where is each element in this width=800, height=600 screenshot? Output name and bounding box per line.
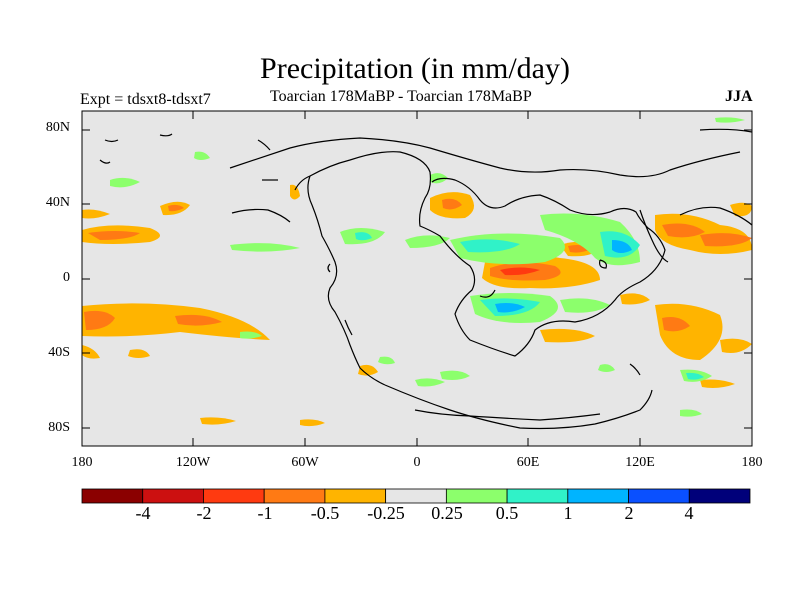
colorbar-label: -0.5: [310, 503, 340, 523]
x-tick-label: 60E: [516, 455, 540, 470]
colorbar-label: -2: [196, 503, 212, 523]
colorbar-box: [688, 488, 751, 504]
colorbar-box: [506, 488, 569, 504]
colorbar-box: [445, 488, 508, 504]
x-ticks: [192, 111, 641, 446]
colorbar-label: -4: [135, 503, 151, 523]
colorbar-label: 4: [684, 503, 694, 523]
y-tick-label: 0: [63, 270, 70, 285]
colorbar-box: [142, 488, 204, 504]
colorbar-label: 0.25: [431, 503, 463, 523]
colorbar-label: 2: [624, 503, 634, 523]
season-label: JJA: [725, 88, 753, 105]
x-tick-label: 120E: [625, 455, 655, 470]
colorbar-box: [81, 488, 144, 504]
colorbar-box: [628, 488, 690, 504]
x-tick-label: 60W: [291, 455, 319, 470]
chart-title: Precipitation (in mm/day): [260, 52, 570, 85]
y-tick-label: 80N: [45, 120, 70, 135]
coastlines: [99, 128, 753, 430]
colorbar: [81, 488, 751, 504]
colorbar-box: [203, 488, 265, 504]
y-tick-label: 80S: [48, 420, 70, 435]
colorbar-label: -0.25: [367, 503, 405, 523]
x-tick-label: 0: [413, 455, 421, 470]
period-label: Toarcian 178MaBP - Toarcian 178MaBP: [270, 88, 532, 105]
x-tick-label: 180: [741, 455, 763, 470]
colorbar-label: -1: [257, 503, 273, 523]
colorbar-box: [263, 488, 326, 504]
colorbar-label: 1: [563, 503, 573, 523]
colorbar-box: [324, 488, 387, 504]
y-tick-label: 40N: [45, 195, 70, 210]
x-tick-label: 180: [71, 455, 93, 470]
y-tick-label: 40S: [48, 345, 70, 360]
colorbar-box: [385, 488, 447, 504]
colorbar-label: 0.5: [495, 503, 519, 523]
x-tick-label: 120W: [175, 455, 211, 470]
experiment-label: Expt = tdsxt8-tdsxt7: [80, 91, 211, 108]
colorbar-box: [567, 488, 629, 504]
y-ticks: [82, 129, 752, 429]
precip-patches: [82, 117, 752, 427]
map-background: [82, 111, 752, 446]
